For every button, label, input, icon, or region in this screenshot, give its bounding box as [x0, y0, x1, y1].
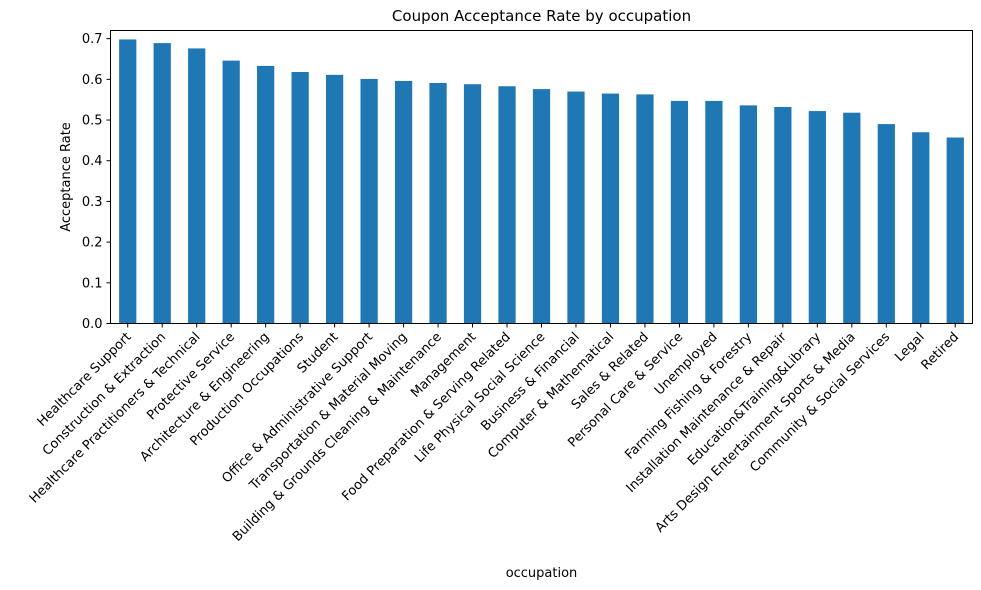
bar [360, 78, 378, 324]
y-tick-label: 0.7 [82, 32, 103, 47]
bar [188, 48, 206, 324]
bar [877, 124, 895, 324]
x-axis-label: occupation [506, 566, 578, 581]
y-tick-label: 0.4 [82, 154, 103, 169]
plot-frame [110, 30, 973, 324]
y-tick-label: 0.0 [82, 317, 103, 332]
y-tick-label: 0.3 [82, 195, 103, 210]
bar [463, 84, 482, 324]
bar [670, 100, 689, 324]
y-tick-label: 0.5 [82, 114, 103, 129]
chart-title: Coupon Acceptance Rate by occupation [392, 7, 691, 25]
bar [946, 137, 964, 324]
bar [601, 93, 620, 324]
y-tick-label: 0.1 [82, 276, 103, 291]
bar [394, 80, 413, 324]
bar [774, 107, 792, 324]
bar [326, 74, 344, 324]
y-tick-label: 0.6 [82, 73, 103, 88]
bar [291, 72, 309, 324]
bar [636, 94, 654, 324]
bar [843, 112, 861, 324]
bar [808, 111, 826, 324]
bar [532, 89, 551, 324]
bar [498, 86, 516, 324]
x-tick-label: Retired [919, 330, 962, 373]
bar [705, 100, 723, 324]
bar [912, 132, 930, 324]
y-ticks-group: 0.0 0.1 0.2 0.3 0.4 0.5 0.6 0.7 [82, 32, 111, 332]
bar [257, 65, 275, 324]
bar [153, 43, 171, 324]
y-axis-label: Acceptance Rate [59, 122, 74, 232]
bars-group [119, 39, 964, 324]
bar [739, 105, 757, 324]
bar [222, 60, 240, 324]
bar [119, 39, 137, 324]
y-tick-label: 0.2 [82, 236, 103, 251]
bar [567, 91, 585, 324]
bar [429, 82, 447, 324]
